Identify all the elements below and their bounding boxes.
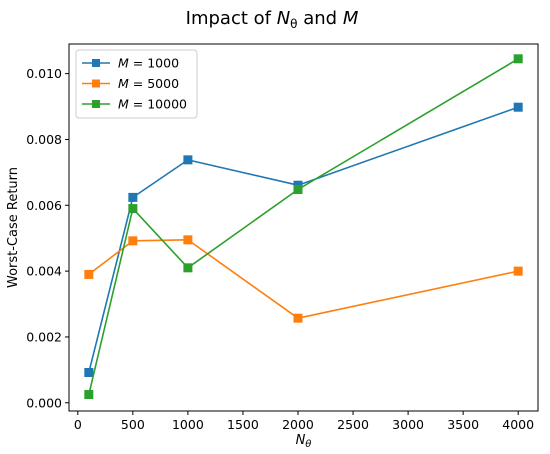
x-tick-label: 4000: [502, 417, 534, 432]
axes-layer: 0 500 1000 1500 2000 2500 3000 3500 4000 0.000 0.0…: [26, 66, 534, 432]
data-point: [513, 266, 523, 276]
data-point: [513, 102, 523, 112]
x-tick-label: 500: [121, 417, 145, 432]
legend-marker: [92, 79, 100, 88]
y-tick-label: 0.004: [26, 264, 62, 279]
data-point: [84, 367, 94, 377]
data-point: [128, 236, 138, 246]
data-point: [84, 269, 94, 279]
x-tick-label: 2500: [337, 417, 369, 432]
data-point: [183, 263, 193, 273]
x-tick-label: 1000: [172, 417, 204, 432]
x-tick-label: 1500: [227, 417, 259, 432]
x-tick-label: 3500: [447, 417, 479, 432]
data-point: [183, 155, 193, 165]
data-point: [183, 235, 193, 245]
y-axis-label: Worst-Case Return: [6, 167, 21, 288]
y-tick-label: 0.000: [26, 395, 62, 410]
y-tick-label: 0.002: [26, 329, 62, 344]
legend-marker: [92, 100, 100, 108]
y-tick-label: 0.006: [26, 198, 62, 213]
series-2: [84, 235, 523, 323]
legend-box: [75, 49, 198, 119]
data-point: [128, 192, 138, 202]
legend-marker: [92, 59, 100, 67]
series-3: [84, 54, 523, 400]
y-tick-label: 0.010: [26, 66, 62, 81]
data-point: [293, 184, 303, 194]
plot-frame: [68, 43, 539, 412]
series-layer: [84, 54, 523, 400]
legend-label: M = 10000: [118, 97, 187, 112]
y-tick-label: 0.008: [26, 132, 62, 147]
legend-label: M = 5000: [118, 76, 179, 91]
x-axis-label: Nθ: [296, 433, 312, 450]
x-tick-label: 0: [74, 417, 82, 432]
legend-label: M = 1000: [118, 56, 179, 71]
data-point: [84, 390, 94, 400]
data-point: [128, 204, 138, 214]
x-tick-label: 2000: [282, 417, 314, 432]
x-tick-label: 3000: [392, 417, 424, 432]
chart-title: Impact of Nθ and M: [186, 8, 359, 31]
data-point: [513, 54, 523, 64]
data-point: [293, 313, 303, 323]
legend: M = 1000 M = 5000 M = 10000: [75, 49, 198, 119]
